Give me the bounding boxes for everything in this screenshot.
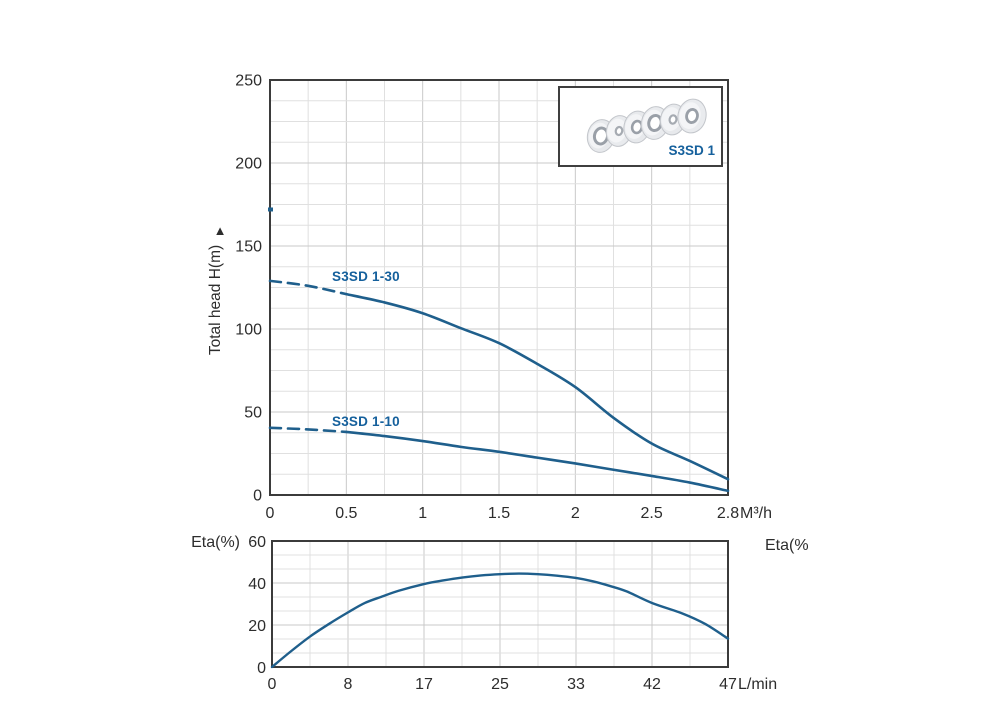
curve-solid-segment xyxy=(345,292,730,481)
curve-solid-segment xyxy=(270,572,730,669)
eta-axis-label-left: Eta(%) xyxy=(191,534,240,551)
x-tick-label: 17 xyxy=(415,676,433,693)
x-tick-label: 1.5 xyxy=(488,505,510,522)
curve-label-s3sd-1-30: S3SD 1-30 xyxy=(332,269,400,284)
x-tick-label: 1 xyxy=(418,505,427,522)
y-tick-label: 100 xyxy=(235,322,262,339)
x-tick-label: 0 xyxy=(266,505,275,522)
curve-label-s3sd-1-10: S3SD 1-10 xyxy=(332,414,400,429)
y-tick-label: 250 xyxy=(235,73,262,90)
clipped-curve-start-mark xyxy=(268,207,273,212)
x-tick-label: 0 xyxy=(268,676,277,693)
x-tick-label: 8 xyxy=(344,676,353,693)
y-axis-title: Total head H(m) xyxy=(207,245,224,355)
curve-dashed-segment xyxy=(268,426,348,434)
x-tick-label: 2.5 xyxy=(641,505,663,522)
impeller-disc xyxy=(677,98,707,134)
impeller-disc xyxy=(623,110,651,144)
x-tick-label: 2.8 xyxy=(717,505,739,522)
x-tick-label: 0.5 xyxy=(335,505,357,522)
product-inset-box: S3SD 1 xyxy=(558,86,723,167)
y-tick-label: 50 xyxy=(244,405,262,422)
curve-solid-segment xyxy=(345,430,730,493)
y-tick-label: 40 xyxy=(248,576,266,593)
y-tick-label: 60 xyxy=(248,534,266,551)
y-tick-label: 0 xyxy=(257,660,266,677)
eta-axis-label-right: Eta(% xyxy=(765,537,809,554)
y-tick-label: 0 xyxy=(253,488,262,505)
x-tick-label: 25 xyxy=(491,676,509,693)
curve-dashed-segment xyxy=(268,279,348,296)
x-tick-label: 47 xyxy=(719,676,737,693)
impeller-stack-image xyxy=(586,98,707,153)
x-tick-label: 2 xyxy=(571,505,580,522)
y-tick-label: 200 xyxy=(235,156,262,173)
x-tick-label: 42 xyxy=(643,676,661,693)
x-axis-unit: M³/h xyxy=(740,505,772,522)
y-tick-label: 150 xyxy=(235,239,262,256)
plot-border xyxy=(269,79,729,496)
y-tick-label: 20 xyxy=(248,618,266,635)
axis-arrow-icon: ▲ xyxy=(214,223,227,238)
efficiency-chart: 0 20 40 60 0 8 17 25 33 42 47 L/min Eta(%) Eta(% xyxy=(191,534,809,693)
plot-border xyxy=(271,540,729,668)
inset-model-label: S3SD 1 xyxy=(668,143,715,158)
x-axis-unit: L/min xyxy=(738,676,777,693)
x-tick-label: 33 xyxy=(567,676,585,693)
